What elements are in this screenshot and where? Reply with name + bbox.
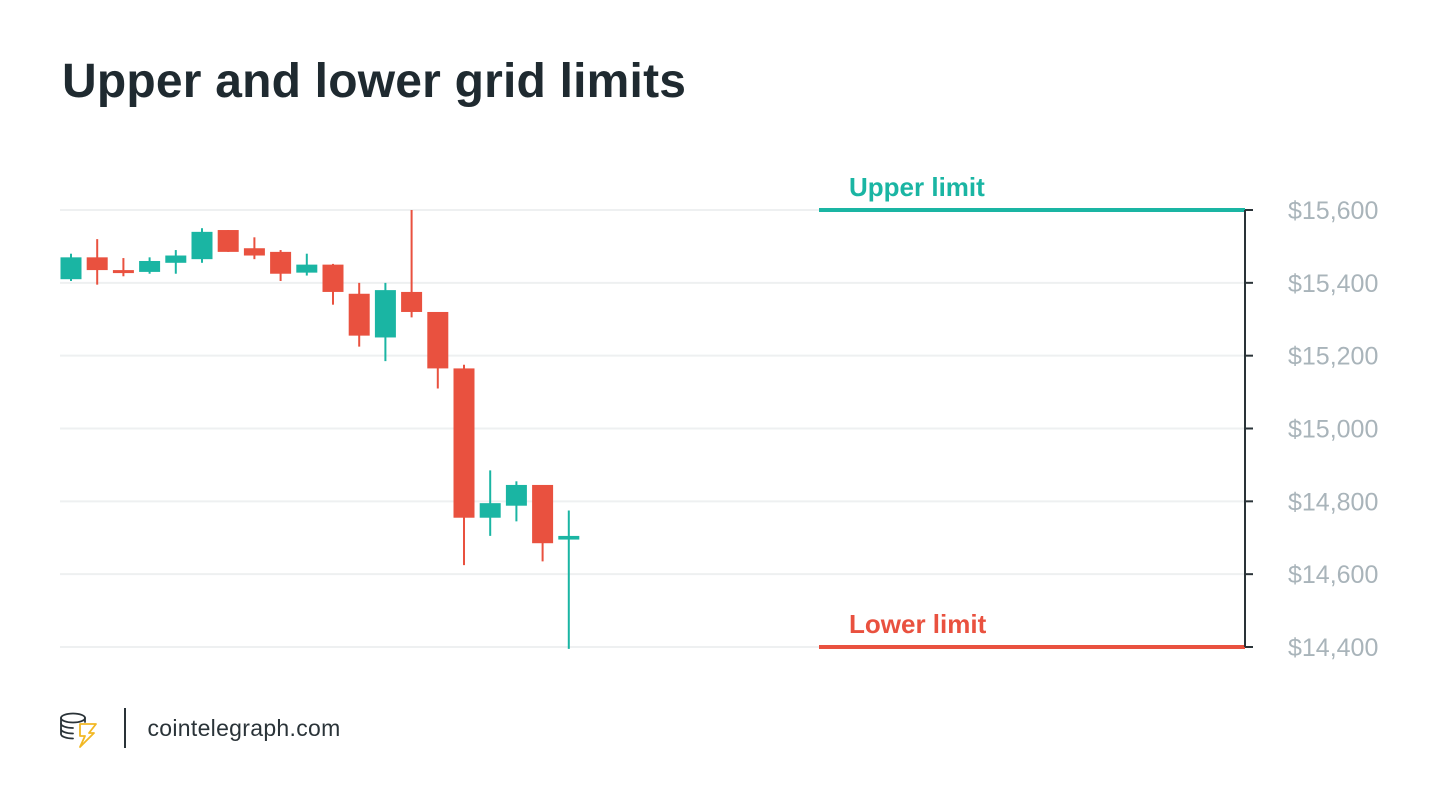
candle-down: [453, 364, 475, 566]
chart-title: Upper and lower grid limits: [62, 55, 687, 108]
gridlines: [60, 209, 1245, 648]
candle-down: [322, 263, 344, 305]
candle-up: [505, 481, 527, 522]
y-tick-label: $14,400: [1288, 634, 1378, 662]
candle-down: [270, 250, 292, 282]
candle-down: [348, 282, 370, 347]
candle-up: [374, 282, 396, 362]
candle-up: [296, 253, 318, 276]
candle-body: [348, 293, 370, 336]
candle-down: [243, 237, 265, 260]
footer-divider: [124, 708, 126, 748]
candle-body: [86, 257, 108, 271]
y-tick-label: $14,600: [1288, 561, 1378, 589]
candle-down: [427, 311, 449, 389]
y-tick-label: $15,200: [1288, 343, 1378, 371]
candle-down: [401, 210, 423, 318]
site-url: cointelegraph.com: [147, 714, 341, 741]
y-tick-label: $15,000: [1288, 416, 1378, 444]
y-axis-ticks: $15,600 $15,400 $15,200 $15,000 $14,800 $14,6…: [1245, 197, 1378, 662]
candle-body: [112, 270, 134, 274]
candle-body: [479, 503, 501, 518]
lower-limit-label: Lower limit: [849, 609, 987, 639]
candle-body: [165, 255, 187, 263]
candle-down: [86, 239, 108, 285]
candle-body: [532, 484, 554, 544]
candle-up: [60, 253, 82, 282]
upper-limit-label: Upper limit: [849, 172, 985, 202]
candle-body: [296, 264, 318, 273]
candle-body: [60, 257, 82, 280]
cointelegraph-logo-icon: [60, 712, 97, 748]
candle-body: [139, 260, 161, 272]
candle-down: [532, 484, 554, 562]
candle-body: [217, 230, 239, 252]
candle-body: [427, 311, 449, 369]
candle-up: [191, 228, 213, 263]
candle-body: [374, 290, 396, 338]
candle-up: [558, 510, 580, 649]
candle-body: [401, 291, 423, 312]
candle-body: [558, 535, 580, 540]
y-tick-label: $14,800: [1288, 488, 1378, 516]
candle-up: [479, 470, 501, 536]
y-tick-label: $15,600: [1288, 197, 1378, 225]
candle-up: [165, 250, 187, 274]
candle-body: [505, 484, 527, 506]
candle-down: [217, 230, 239, 252]
candle-body: [453, 368, 475, 518]
candle-body: [270, 251, 292, 274]
candle-body: [322, 264, 344, 292]
candles: [60, 210, 580, 649]
candle-down: [112, 258, 134, 277]
y-tick-label: $15,400: [1288, 270, 1378, 298]
limit-lines: Upper limit Lower limit: [819, 172, 1245, 649]
footer: cointelegraph.com: [58, 706, 341, 750]
candle-up: [139, 257, 161, 274]
candle-body: [191, 231, 213, 260]
candle-body: [243, 248, 265, 256]
